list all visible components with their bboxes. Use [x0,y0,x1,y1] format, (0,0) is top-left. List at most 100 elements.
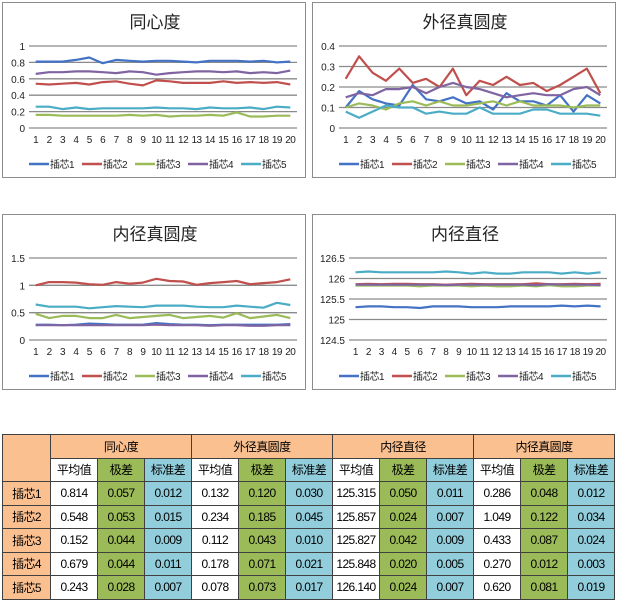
table-cell: 0.012 [520,551,568,576]
x-tick-label: 19 [583,347,594,358]
table-cell: 0.152 [50,528,98,553]
table-subheader-row: 平均值 极差 标准差 平均值 极差 标准差 平均值 极差 标准差 平均值 极差 标准差 [3,457,615,482]
table-cell: 0.234 [191,504,239,529]
table-cell: 0.019 [567,575,615,600]
y-tick-label: 0.5 [11,309,25,320]
table-cell: 125.857 [332,504,380,529]
chart-title: 内径直径 [431,225,499,244]
y-tick-label: 0.6 [11,75,25,86]
chart-title: 内径真圆度 [113,225,198,244]
table-cell: 126.140 [332,575,380,600]
x-tick-label: 10 [151,135,162,146]
legend-label: 插芯5 [572,158,597,171]
table-cell: 0.185 [238,504,286,529]
table-cell: 0.679 [50,551,98,576]
x-tick-label: 7 [114,135,120,146]
x-tick-label: 15 [531,347,542,358]
x-tick-label: 11 [475,135,485,146]
x-tick-label: 20 [595,135,606,146]
x-tick-label: 12 [488,135,499,146]
table-row: 插芯3 0.152 0.044 0.009 0.112 0.043 0.010 125.827… [2,528,615,553]
x-tick-label: 2 [47,347,53,358]
row-label: 插芯1 [2,481,51,506]
table-cell: 0.030 [285,481,333,506]
x-tick-label: 11 [165,135,175,146]
y-tick-label: 125.5 [320,295,345,306]
x-tick-label: 16 [544,347,555,358]
x-tick-label: 15 [218,347,229,358]
chart-outer-roundness: 外径真圆度 0 0.1 0.2 0.3 0.4 1 2 3 4 5 6 7 8 9 10 11 12 13 14 15 1… [312,2,616,178]
legend-label: 插芯2 [413,158,438,171]
series-line-5 [35,301,291,310]
table-row: 插芯2 0.548 0.053 0.015 0.234 0.185 0.045 125.857… [2,504,615,529]
x-tick-label: 12 [178,135,189,146]
table-cell: 0.053 [97,504,145,529]
x-tick-label: 20 [285,135,296,146]
subheader: 极差 [379,457,427,482]
table-cell: 0.122 [520,504,568,529]
subheader: 标准差 [426,457,474,482]
table-header-row: 同心度 外径真圆度 内径直径 内径真圆度 [2,434,615,482]
chart-inner-diameter: 内径直径 124.5 125 125.5 126 126.5 1 2 3 4 5 6 7 8 9 10 11 12… [312,214,616,390]
series-line-1 [344,83,601,113]
corner-cell [2,434,51,482]
table-row: 插芯1 0.814 0.057 0.012 0.132 0.120 0.030 125.315… [2,481,615,506]
x-tick-label: 16 [542,135,553,146]
legend-label: 插芯4 [519,158,544,171]
x-tick-label: 4 [383,135,389,146]
x-tick-label: 8 [437,135,443,146]
x-tick-label: 11 [480,347,490,358]
x-tick-label: 13 [501,135,512,146]
y-tick-label: 0.2 [11,108,25,119]
stats-table: 同心度 外径真圆度 内径直径 内径真圆度 平均值 极差 标准差 平均值 极差 标准差 平均值 极差 标准… [2,434,615,600]
table-cell: 0.034 [567,504,615,529]
y-tick-label: 1.5 [11,254,25,265]
x-tick-label: 16 [232,135,243,146]
x-tick-label: 9 [456,347,462,358]
x-tick-label: 17 [245,347,256,358]
x-tick-label: 12 [492,347,503,358]
table-cell: 0.020 [379,551,427,576]
x-tick-label: 1 [353,347,359,358]
y-tick-label: 0 [329,124,335,135]
legend-label: 插芯2 [103,370,128,383]
series-line-3 [35,111,291,118]
x-tick-label: 19 [272,347,283,358]
x-tick-label: 7 [430,347,436,358]
legend-label: 插芯4 [519,370,544,383]
legend-label: 插芯1 [50,158,75,171]
table-cell: 0.814 [50,481,98,506]
table-cell: 0.087 [520,528,568,553]
table-cell: 0.050 [379,481,427,506]
series-line-1 [35,56,291,65]
x-tick-label: 10 [151,347,162,358]
table-cell: 0.178 [191,551,239,576]
row-label: 插芯5 [2,575,51,600]
x-tick-label: 9 [140,135,146,146]
subheader: 标准差 [285,457,333,482]
series-line-3 [345,100,601,111]
y-tick-label: 1 [19,281,25,292]
series-line-3 [35,312,291,320]
subheader: 极差 [238,457,286,482]
x-tick-label: 6 [417,347,423,358]
table-cell: 0.286 [473,481,521,506]
series-line-5 [355,270,601,275]
legend-label: 插芯3 [466,370,491,383]
legend-label: 插芯3 [156,158,181,171]
x-tick-label: 19 [582,135,593,146]
x-tick-label: 5 [87,135,93,146]
x-tick-label: 11 [165,347,175,358]
subheader: 平均值 [473,457,521,482]
table-cell: 0.120 [238,481,286,506]
x-tick-label: 10 [466,347,477,358]
legend-label: 插芯5 [262,370,287,383]
x-tick-label: 18 [258,347,269,358]
table-cell: 0.112 [191,528,239,553]
x-tick-label: 3 [379,347,385,358]
table-cell: 0.620 [473,575,521,600]
x-tick-label: 20 [285,347,296,358]
table-cell: 0.005 [426,551,474,576]
x-tick-label: 18 [258,135,269,146]
y-tick-label: 126.5 [320,254,345,265]
